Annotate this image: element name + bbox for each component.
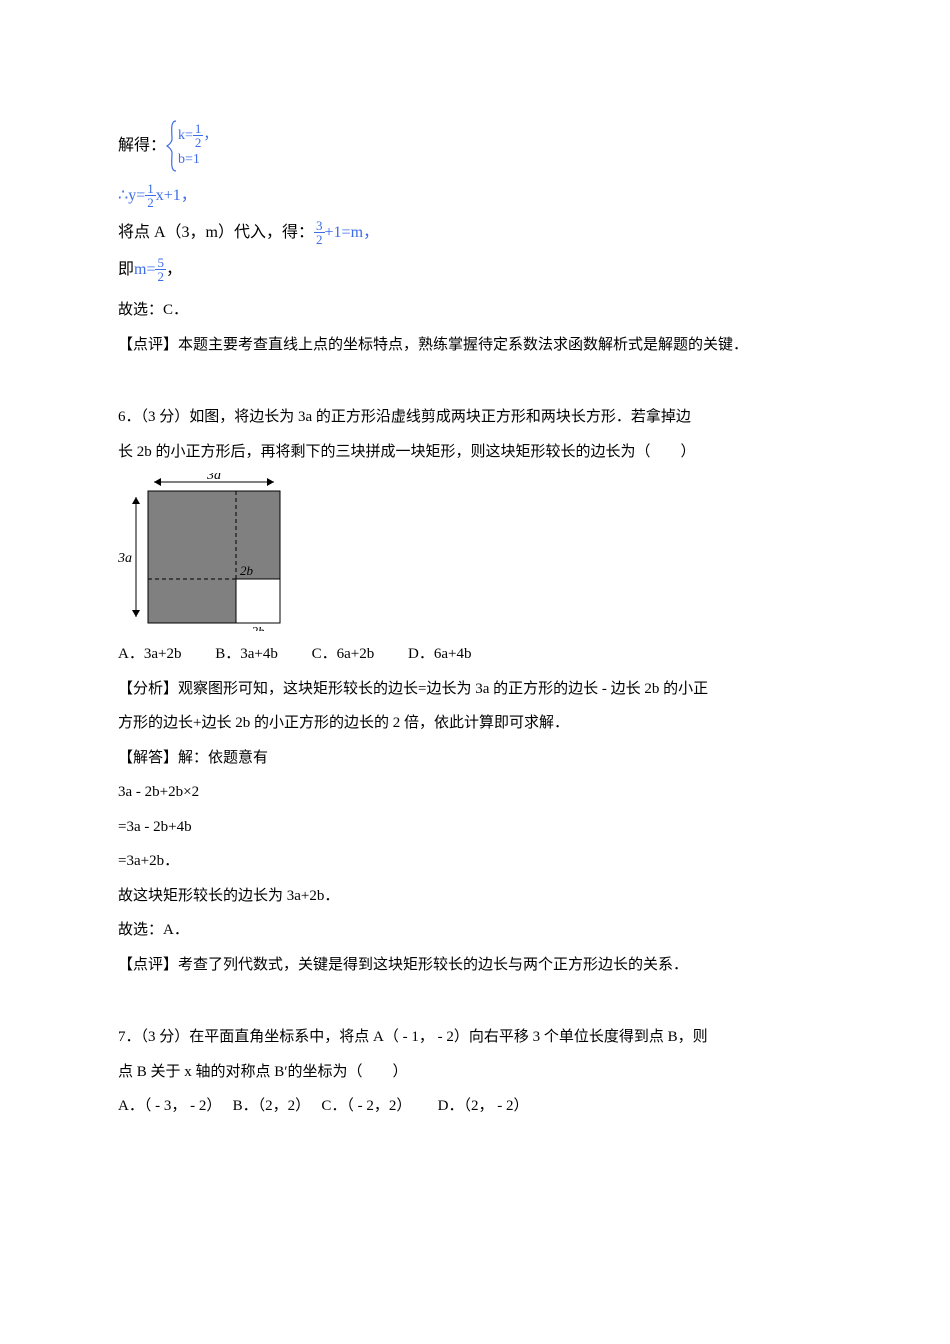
svg-text:2b: 2b — [240, 563, 254, 578]
eq1: k= 12 ， — [178, 122, 217, 149]
q6-diagram: 3a 3a 2b 2b — [118, 473, 296, 631]
review-5: 【点评】本题主要考查直线上点的坐标特点，熟练掌握待定系数法求函数解析式是解题的关… — [118, 328, 832, 363]
q7-optD: D．（2， - 2） — [438, 1098, 529, 1114]
svg-text:3a: 3a — [206, 473, 221, 483]
q6-s2: =3a - 2b+4b — [118, 810, 832, 845]
q6-s3: =3a+2b． — [118, 844, 832, 879]
q6-optB: B．3a+4b — [215, 646, 278, 662]
solve-line: 解得： k= 12 ， b=1 — [118, 120, 832, 172]
q7-optA: A．（ - 3， - 2） — [118, 1098, 214, 1114]
q6-ana1: 【分析】观察图形可知，这块矩形较长的边长=边长为 3a 的正方形的边长 - 边长… — [118, 672, 832, 707]
q6-options: A．3a+2b B．3a+4b C．6a+2b D．6a+4b — [118, 637, 832, 672]
q7-optB: B．（2，2） — [233, 1098, 303, 1114]
q7-options: A．（ - 3， - 2） B．（2，2） C．（ - 2，2） D．（2， -… — [118, 1089, 832, 1124]
q6-ana2: 方形的边长+边长 2b 的小正方形的边长的 2 倍，依此计算即可求解． — [118, 706, 832, 741]
q6-pick: 故选：A． — [118, 913, 832, 948]
q7-stem1: 7．（3 分）在平面直角坐标系中，将点 A（ - 1， - 2）向右平移 3 个… — [118, 1020, 832, 1055]
q6-review: 【点评】考查了列代数式，关键是得到这块矩形较长的边长与两个正方形边长的关系． — [118, 948, 832, 983]
q6-concl: 故这块矩形较长的边长为 3a+2b． — [118, 879, 832, 914]
solve-prefix: 解得： — [118, 138, 166, 154]
q6-optC: C．6a+2b — [312, 646, 375, 662]
brace-block: k= 12 ， b=1 — [166, 120, 217, 172]
svg-text:3a: 3a — [118, 551, 132, 566]
sub-line: 将点 A（3，m）代入，得： 32 +1=m， — [118, 219, 832, 246]
svg-text:2b: 2b — [252, 624, 266, 631]
q6-optD: D．6a+4b — [408, 646, 471, 662]
q6-s1: 3a - 2b+2b×2 — [118, 775, 832, 810]
left-brace-icon — [166, 120, 178, 172]
q6-stem1: 6．（3 分）如图，将边长为 3a 的正方形沿虚线剪成两块正方形和两块长方形．若… — [118, 400, 832, 435]
pick-5: 故选：C． — [118, 293, 832, 328]
q7-optC: C．（ - 2，2） — [321, 1098, 404, 1114]
q6-optA: A．3a+2b — [118, 646, 181, 662]
q7-stem2: 点 B 关于 x 轴的对称点 B′的坐标为（ ） — [118, 1055, 832, 1090]
m-line: 即 m= 52 ， — [118, 256, 832, 283]
q6-stem2: 长 2b 的小正方形后，再将剩下的三块拼成一块矩形，则这块矩形较长的边长为（ ） — [118, 435, 832, 470]
y-line: ∴ y= 12 x+1， — [118, 182, 832, 209]
q6-sol-hdr: 【解答】解：依题意有 — [118, 741, 832, 776]
eq2: b=1 — [178, 149, 217, 170]
